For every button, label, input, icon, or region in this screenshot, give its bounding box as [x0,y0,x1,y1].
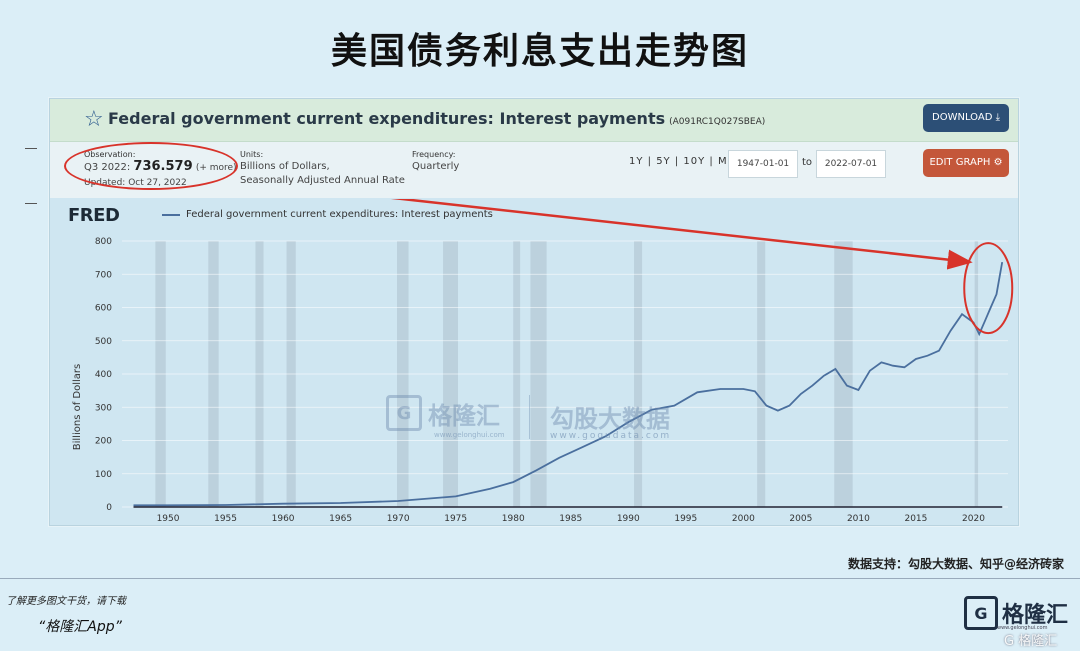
favorite-star-icon[interactable]: ☆ [84,107,104,132]
page-title: 美国债务利息支出走势图 [330,31,749,72]
x-tick-label: 1985 [559,514,582,524]
y-tick-label: 200 [95,437,112,447]
x-tick-label: 1995 [674,514,697,524]
x-tick-label: 1975 [444,514,467,524]
units-line2: Seasonally Adjusted Annual Rate [240,175,405,186]
series-line [133,261,1004,507]
units-label: Units: [240,150,264,159]
line-chart: 0 100 200 300 400 500 600 700 800 1950 1955 1960 196… [72,199,1014,524]
plot-area: FRED Federal government current expendit… [50,199,1018,525]
y-tick-label: 800 [95,237,112,247]
y-tick-label: 0 [106,503,112,513]
peak-highlight-ellipse [963,242,1014,335]
series-code: (A091RC1Q027SBEA) [669,117,766,127]
y-tick-label: 700 [95,270,112,280]
x-tick-label: 1970 [387,514,410,524]
brand-url: www.gelonghui.com [997,625,1048,631]
x-tick-label: 2015 [904,514,927,524]
fred-screenshot: ☆ Federal government current expenditure… [49,98,1019,526]
watermark-divider [529,395,530,439]
observation-highlight-ellipse [64,142,238,190]
x-tick-label: 1955 [214,514,237,524]
series-title-text: Federal government current expenditures:… [108,109,666,128]
frequency-value[interactable]: Quarterly [412,161,460,172]
units-line1: Billions of Dollars, [240,161,330,172]
x-tick-label: 2000 [732,514,755,524]
x-tick-label: 1950 [157,514,180,524]
source-credit: 数据支持：勾股大数据、知乎@经济砖家 [847,557,1064,571]
edit-graph-button[interactable]: EDIT GRAPH ⚙ [923,149,1009,177]
footer-divider [0,578,1080,579]
x-tick-label: 1965 [329,514,352,524]
x-tick-label: 2020 [962,514,985,524]
download-button[interactable]: DOWNLOAD ⤓ [923,104,1009,132]
side-tick [25,203,37,204]
series-title: Federal government current expenditures:… [108,109,765,128]
fred-header: ☆ Federal government current expenditure… [50,99,1018,142]
fred-logo: FRED [68,205,120,226]
brand-g-icon: G [964,596,998,630]
y-tick-label: 100 [95,470,112,480]
y-tick-label: 600 [95,304,112,314]
watermark-brand-text: 格隆汇 [428,401,500,430]
y-tick-label: 300 [95,403,112,413]
y-axis-title: Billions of Dollars [72,364,83,450]
watermark-gogu: 勾股大数据 [550,405,670,433]
side-tick [25,148,37,149]
brand-logo: G 格隆汇 [964,596,1068,630]
promo-text: 了解更多图文干货，请下载 [6,596,126,607]
y-tick-label: 500 [95,337,112,347]
x-tick-label: 2005 [789,514,812,524]
legend-line-swatch [162,213,180,216]
x-tick-label: 2010 [847,514,870,524]
watermark-brand-url: www.gelonghui.com [434,431,505,439]
chart-legend: Federal government current expenditures:… [162,209,493,220]
watermark-gogu-url: www.gogudata.com [550,431,672,441]
range-links[interactable]: 1Y | 5Y | 10Y | Max [629,156,742,167]
to-label: to [802,157,813,168]
brand-name: 格隆汇 [1002,603,1069,628]
annotation-arrow [390,199,973,270]
promo-app-name[interactable]: “格隆汇App” [38,619,122,635]
x-tick-label: 1990 [617,514,640,524]
corner-watermark: G 格隆汇 [1004,634,1058,649]
watermark-gelonghui: G 格隆汇 [386,395,500,431]
legend-label: Federal government current expenditures:… [186,209,493,220]
y-tick-label: 400 [95,370,112,380]
date-from-input[interactable]: 1947-01-01 [728,150,798,178]
x-tick-label: 1980 [502,514,525,524]
date-to-input[interactable]: 2022-07-01 [816,150,886,178]
x-tick-label: 1960 [272,514,295,524]
frequency-label: Frequency: [412,150,456,159]
watermark-g-icon: G [386,395,422,431]
